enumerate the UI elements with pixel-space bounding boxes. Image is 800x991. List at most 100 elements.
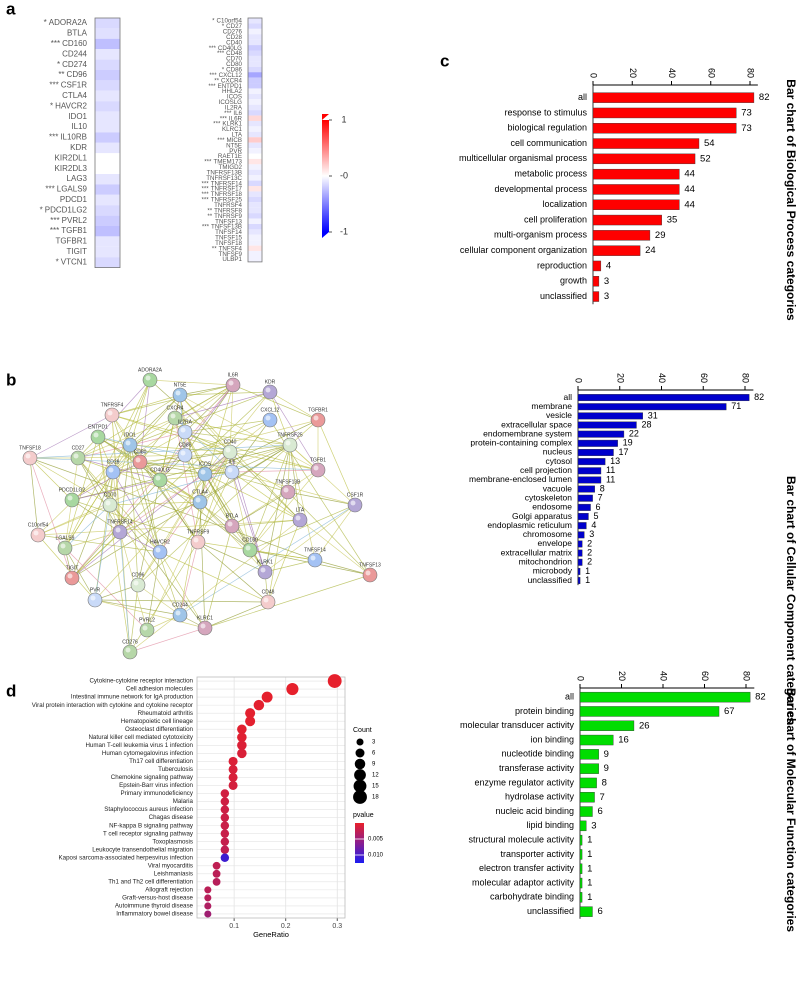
dot (220, 853, 230, 862)
node-shine (365, 570, 371, 576)
edge (204, 525, 233, 629)
gene-name: TNFRSF17 (211, 185, 243, 192)
chart-title: Bar chart of Molecular Function categori… (784, 688, 798, 932)
node-shine (93, 432, 99, 438)
dot (237, 748, 247, 759)
edge (109, 504, 161, 553)
category-label: Graft-versus-host disease (122, 895, 193, 902)
value-label: 44 (684, 199, 695, 210)
edge (204, 444, 291, 475)
node (225, 377, 241, 393)
significance: *** (217, 137, 225, 144)
category-label: electron transfer activity (479, 863, 575, 873)
value-label: 5 (593, 511, 598, 521)
edge (267, 519, 301, 603)
dot (228, 764, 238, 774)
category-label: nucleotide binding (501, 749, 574, 759)
category-label: cell communication (510, 138, 587, 148)
dot (220, 813, 230, 822)
node (105, 464, 121, 480)
dot (220, 805, 230, 814)
node-shine (25, 453, 31, 459)
significance: *** (202, 223, 210, 230)
gene-name: CD27 (226, 23, 242, 30)
node-label: CD40LG (150, 467, 170, 473)
edge (289, 444, 301, 521)
category-label: Osteoclast differentiation (125, 726, 194, 733)
edge (179, 394, 231, 453)
category-label: extracellular space (501, 419, 572, 429)
node-shine (263, 597, 269, 603)
heat-cell (248, 83, 262, 89)
gene-label: *** TNFRSF18 (201, 191, 242, 198)
heat-cell (95, 226, 120, 237)
gene-name: CD244 (62, 50, 87, 59)
edge (71, 391, 271, 579)
gene-label: CTLA4 (62, 91, 87, 100)
gene-label: *** TNFSF13B (202, 223, 242, 230)
heat-cell (95, 142, 120, 154)
node-label: CD244 (172, 602, 188, 608)
heat-cell (95, 174, 120, 185)
category-label: molecular transducer activity (460, 720, 575, 730)
significance: *** (49, 133, 58, 142)
edge (64, 471, 114, 549)
heat-cell (248, 234, 262, 241)
gene-label: *** TNFRSF14 (201, 180, 242, 187)
node-label: IDO1 (124, 432, 136, 438)
category-label: developmental process (494, 184, 587, 194)
value-label: 2 (587, 548, 592, 558)
x-tick-label: 80 (742, 671, 752, 681)
edge (111, 394, 181, 416)
category-label: all (563, 392, 572, 402)
gene-label: TNFSF18 (215, 240, 242, 247)
bar (577, 567, 581, 575)
edge (129, 444, 139, 586)
edge (317, 419, 356, 506)
bar (579, 763, 599, 774)
edge (77, 457, 201, 503)
edge (139, 379, 151, 463)
gene-label: BTLA (67, 29, 88, 38)
value-label: 7 (600, 792, 605, 803)
category-label: Rheumatoid arthritis (138, 710, 193, 717)
node (104, 407, 120, 423)
bar (577, 467, 602, 475)
edge (94, 599, 181, 616)
value-label: 11 (606, 474, 615, 484)
edge (179, 394, 201, 503)
edges (29, 379, 371, 653)
heat-cell (95, 194, 120, 206)
legend-dot (356, 738, 364, 746)
value-label: 82 (754, 392, 764, 402)
node-label: C10orf54 (28, 522, 49, 528)
node (87, 592, 103, 608)
node-shine (60, 543, 66, 549)
edge (71, 479, 161, 501)
bar (579, 720, 635, 731)
edge (111, 414, 181, 616)
gene-name: CD40LG (218, 44, 242, 51)
bar (577, 558, 583, 566)
dot (286, 682, 299, 696)
category-label: Chagas disease (149, 814, 194, 821)
significance: *** (45, 185, 54, 194)
heat-cell (248, 61, 262, 67)
category-label: Leishmaniasis (154, 870, 193, 877)
gene-label: KLRC1 (222, 126, 243, 133)
heat-cell (95, 101, 120, 112)
gene-label: KDR (70, 143, 87, 152)
edge (146, 551, 161, 631)
value-label: 6 (597, 806, 602, 817)
bar (592, 291, 600, 302)
node-shine (73, 453, 79, 459)
x-tick-label: 20 (615, 373, 625, 383)
category-label: multicellular organismal process (459, 153, 588, 163)
category-label: Kaposi sarcoma-associated herpesvirus in… (59, 854, 194, 861)
gene-name: TNFRSF13B (207, 169, 242, 176)
value-label: 3 (591, 820, 596, 831)
edge (77, 457, 121, 533)
gene-name: TNFSF15 (215, 234, 242, 241)
node-shine (310, 555, 316, 561)
